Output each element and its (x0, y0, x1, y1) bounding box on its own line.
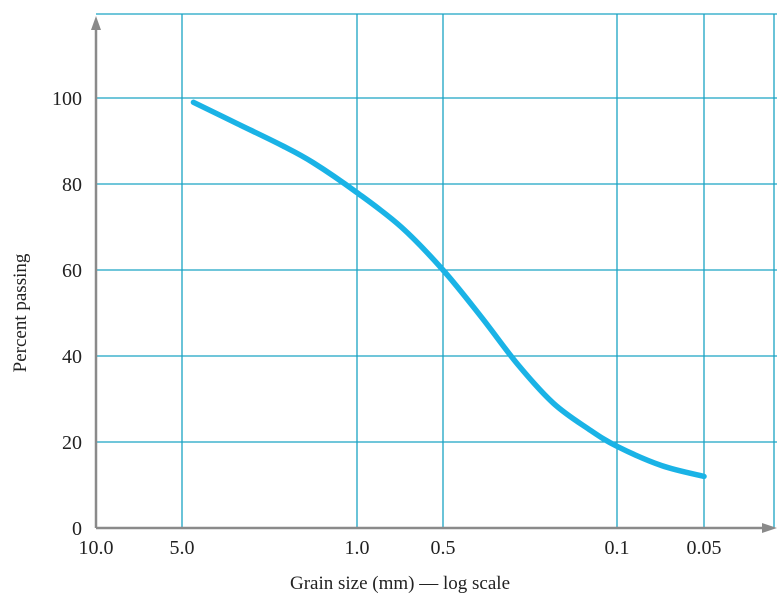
x-axis-label: Grain size (mm) — log scale (290, 573, 510, 594)
x-tick-label: 5.0 (170, 537, 195, 559)
y-tick-label: 100 (52, 88, 82, 110)
y-axis-arrow (91, 16, 101, 30)
x-tick-label: 10.0 (79, 537, 114, 559)
y-tick-label: 0 (72, 518, 82, 540)
y-tick-label: 60 (62, 260, 82, 282)
series-layer (190, 99, 707, 480)
x-axis-arrow (762, 523, 777, 533)
x-tick-label: 1.0 (345, 537, 370, 559)
grid (96, 13, 777, 528)
x-tick-label: 0.1 (605, 537, 630, 559)
axes (91, 16, 777, 533)
y-tick-label: 80 (62, 174, 82, 196)
gradation-curve (190, 99, 707, 480)
x-tick-label: 0.05 (687, 537, 722, 559)
y-axis-label: Percent passing (10, 253, 31, 372)
y-tick-label: 40 (62, 346, 82, 368)
tick-labels: 0 20 40 60 80 100 10.0 5.0 1.0 0.5 0.1 0.05 (52, 88, 722, 559)
x-tick-label: 0.5 (431, 537, 456, 559)
y-tick-label: 20 (62, 432, 82, 454)
